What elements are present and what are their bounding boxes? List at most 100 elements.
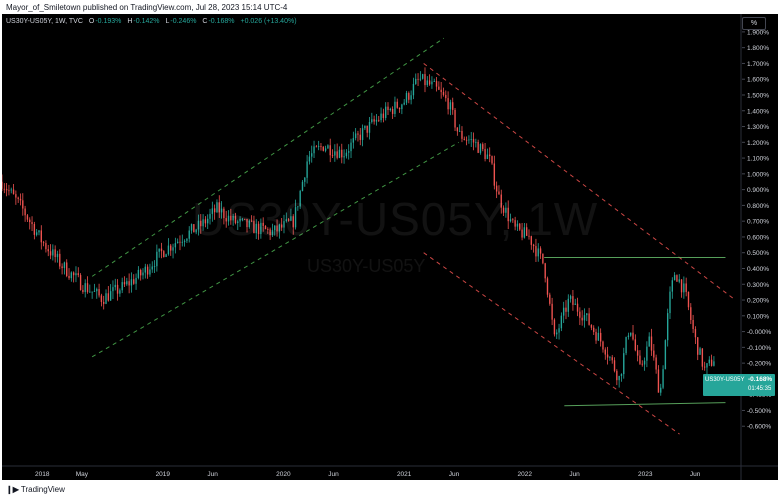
candle-body (590, 324, 593, 328)
y-tick-label: 1.900% (747, 29, 769, 36)
y-tick-label: 0.300% (747, 282, 769, 289)
y-tick-label: 1.700% (747, 61, 769, 68)
candle-body (701, 348, 704, 367)
red-channel-upper-line (423, 63, 736, 301)
candle-body (38, 230, 40, 233)
price-chart[interactable]: 1.900% 1.800% 1.700% 1.600% 1.500% 1.400% 1.30… (2, 14, 778, 480)
legend-symbol[interactable]: US30Y-US05Y, 1W, TVC (6, 18, 83, 25)
candle-body (403, 102, 405, 105)
green-channel-upper-line (91, 37, 445, 277)
candle-body (361, 128, 364, 140)
candle-body (331, 155, 334, 157)
x-tick-label: 2021 (397, 471, 412, 478)
candle-body (421, 74, 424, 79)
candle-body (216, 202, 218, 213)
candle-body (306, 161, 308, 178)
candle-body (401, 104, 403, 110)
tradingview-brand[interactable]: ❙▶ TradingView (6, 484, 65, 496)
candle-body (572, 296, 574, 305)
candle-body (475, 141, 477, 143)
candle-body (558, 328, 560, 333)
candle-body (562, 307, 565, 316)
candle-body (502, 207, 505, 213)
candle-body (345, 152, 348, 157)
candle-body (521, 229, 523, 238)
candle-body (324, 148, 327, 151)
candle-body (602, 341, 604, 350)
candle-body (24, 208, 26, 216)
candle-body (396, 101, 398, 108)
candle-body (241, 218, 244, 220)
candle-body (197, 220, 200, 230)
grid-layer (2, 14, 778, 480)
candle-body (410, 95, 412, 100)
candle-body (666, 313, 669, 341)
candle-body (493, 163, 496, 186)
candle-body (343, 156, 345, 158)
candle-body (452, 102, 454, 110)
candle-body (449, 102, 452, 110)
candle-body (2, 181, 3, 189)
candle-body (398, 107, 401, 110)
y-tick-label: 0.400% (747, 266, 769, 273)
x-tick-label: 2019 (156, 471, 171, 478)
candle-body (315, 146, 318, 148)
candle-body (426, 80, 428, 86)
candle-body (186, 238, 188, 241)
candle-body (26, 215, 29, 220)
candle-body (454, 109, 456, 128)
candle-body (669, 291, 671, 314)
candle-body (304, 177, 306, 182)
candle-body (357, 133, 359, 135)
bar-countdown-timer: 01:45:35 (748, 386, 772, 392)
candle-body (484, 149, 486, 159)
candle-body (616, 370, 618, 381)
candle-body (486, 154, 489, 159)
candle-body (482, 144, 484, 150)
candle-body (313, 146, 315, 154)
candle-body (348, 151, 350, 153)
candle-body (297, 206, 299, 208)
candle-body (648, 336, 650, 347)
candle-body (68, 275, 70, 279)
chart-frame[interactable]: 1.900% 1.800% 1.700% 1.600% 1.500% 1.400% 1.30… (2, 14, 778, 480)
candle-body (209, 213, 211, 219)
candle-body (373, 119, 375, 122)
candle-body (280, 224, 283, 228)
candle-body (359, 134, 361, 140)
candle-body (634, 339, 637, 351)
candle-body (334, 151, 336, 156)
candle-body (627, 335, 630, 338)
candle-body (135, 277, 137, 284)
y-tick-label: 0.600% (747, 234, 769, 241)
candle-body (472, 139, 475, 143)
candle-body (63, 262, 66, 269)
candle-body (678, 279, 680, 282)
candle-body (40, 230, 42, 243)
publisher-line: Mayor_of_Smiletown published on TradingV… (6, 3, 288, 12)
candle-body (593, 327, 595, 332)
candle-body (311, 153, 313, 157)
candle-body (49, 251, 52, 256)
candle-body (329, 145, 331, 156)
candle-body (646, 346, 648, 361)
candle-body (352, 138, 355, 143)
unit-toggle-button[interactable]: % (742, 17, 766, 30)
candle-body (19, 198, 22, 201)
candle-body (597, 332, 600, 341)
candle-body (246, 218, 248, 228)
candle-body (308, 156, 311, 162)
candle-body (551, 303, 553, 320)
candle-body (599, 332, 602, 342)
candle-body (79, 275, 82, 290)
candle-body (350, 142, 352, 152)
y-tick-label: 1.800% (747, 45, 769, 52)
candle-body (82, 289, 84, 293)
y-tick-label: 1.500% (747, 92, 769, 99)
candle-body (322, 146, 324, 151)
x-tick-label: May (76, 471, 89, 478)
candle-body (264, 225, 267, 230)
candle-body (123, 282, 126, 285)
y-tick-label: -0.100% (747, 345, 771, 352)
candle-body (116, 284, 119, 294)
